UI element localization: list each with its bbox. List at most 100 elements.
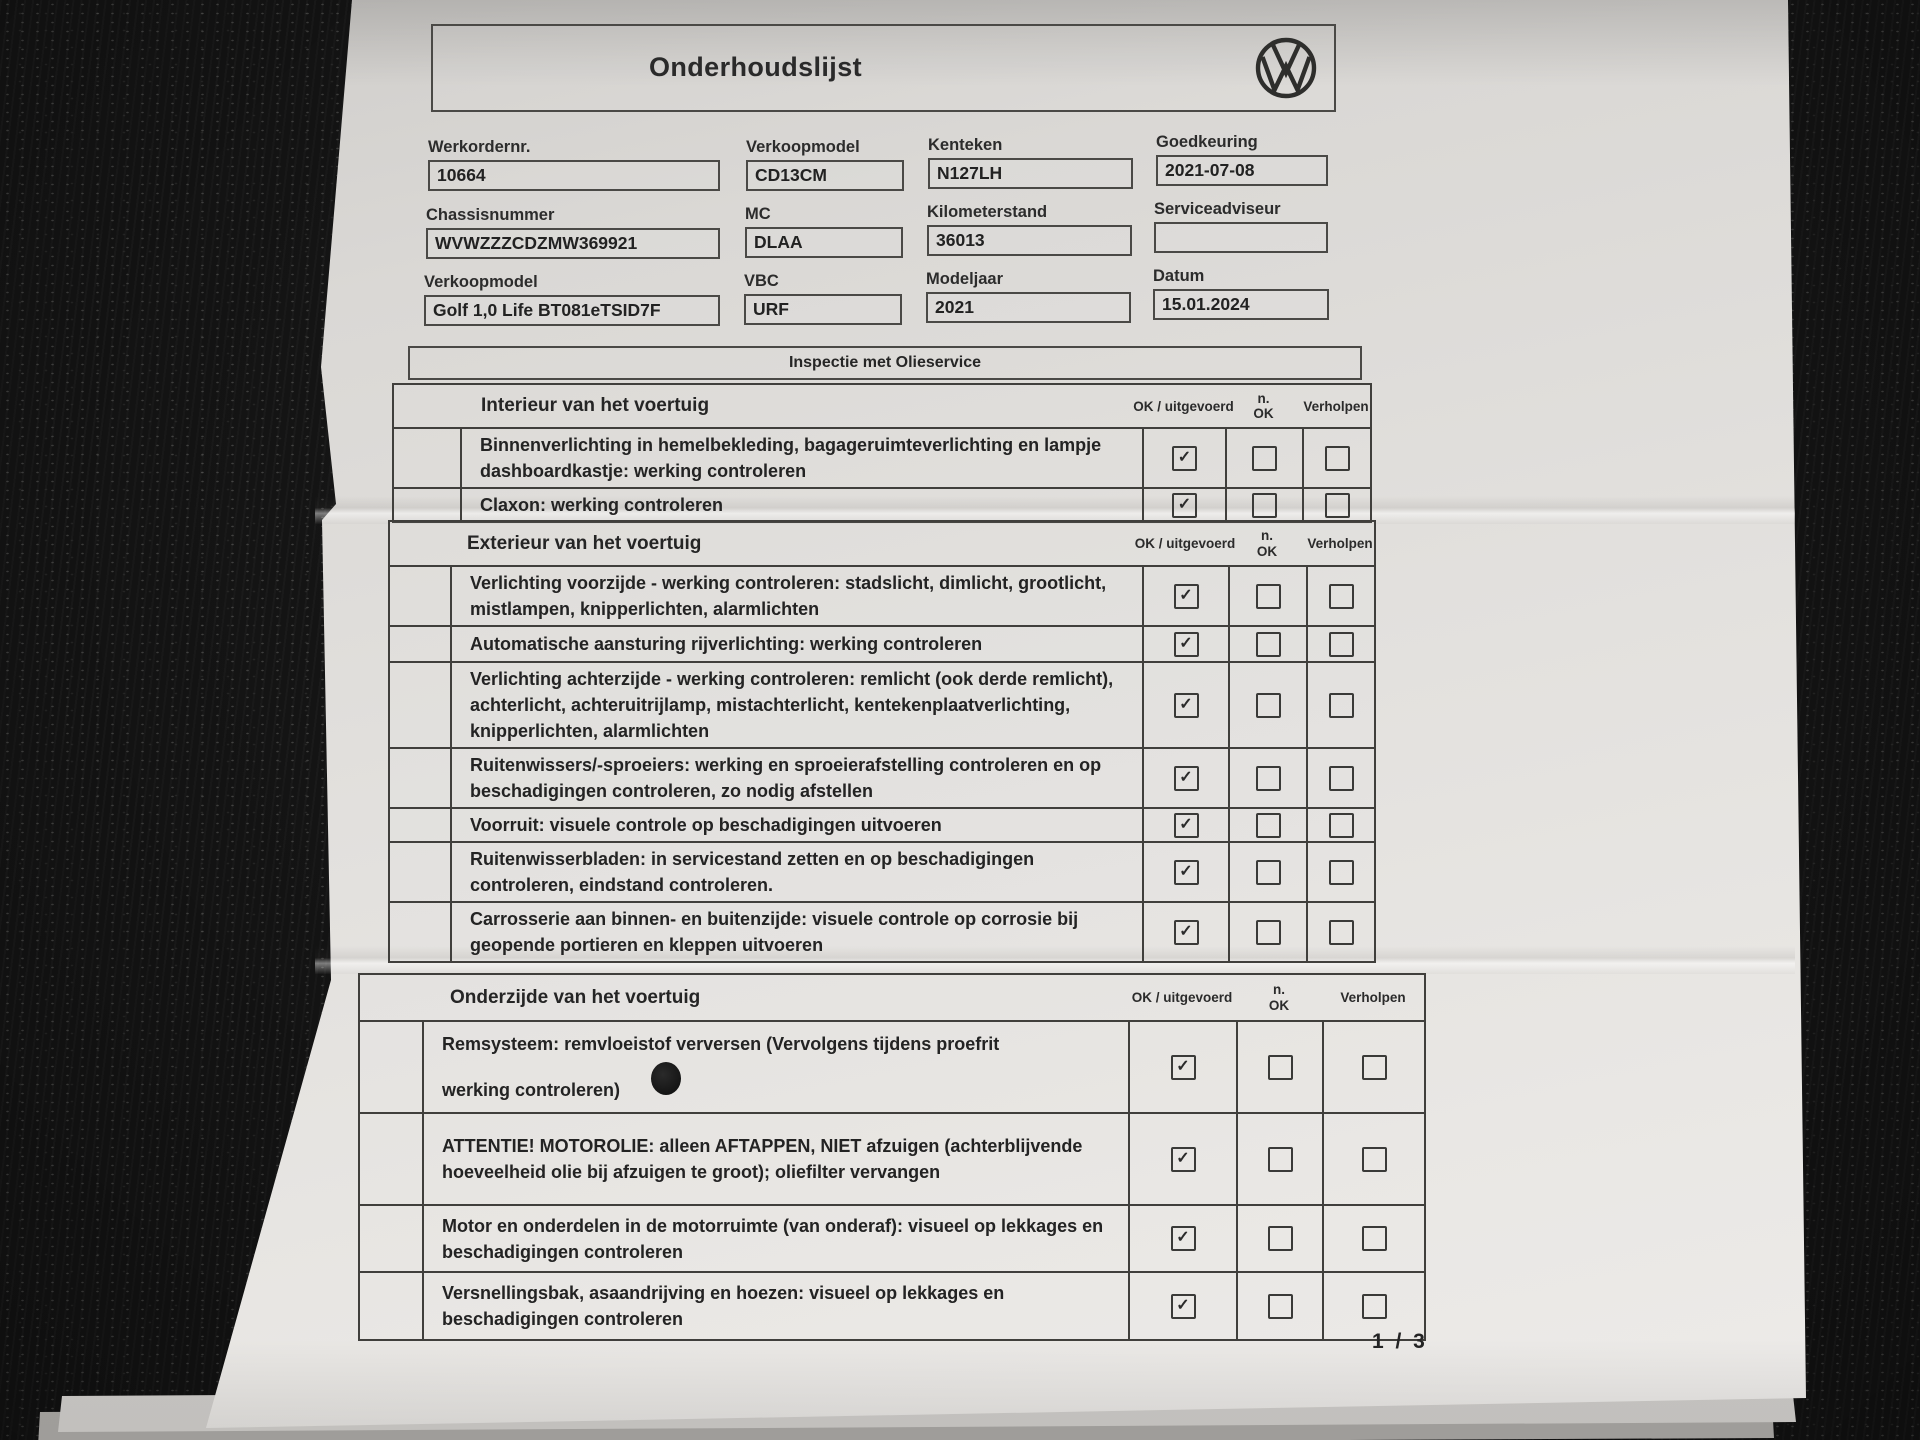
row-margin-cell [390, 749, 450, 807]
row-description: Automatische aansturing rijverlichting: … [450, 627, 1142, 661]
section-title: Interieur van het voertuig [481, 395, 710, 416]
checkbox-ok: ✓ [1173, 631, 1199, 657]
field-value: N127LH [937, 163, 1003, 183]
checkbox-verholpen [1361, 1146, 1387, 1172]
checkbox-ok: ✓ [1173, 583, 1199, 609]
checkbox-nok [1255, 859, 1281, 885]
checkbox-ok: ✓ [1173, 919, 1199, 945]
field-kenteken: Kenteken N127LH [928, 136, 1133, 189]
field-value-box: Golf 1,0 Life BT081eTSID7F [424, 295, 720, 326]
column-header-verholpen: Verholpen [1307, 536, 1373, 551]
row-description: Claxon: werking controleren [460, 489, 1142, 521]
field-value-box: 36013 [927, 225, 1132, 256]
checkbox-ok: ✓ [1172, 445, 1197, 471]
field-label: Datum [1153, 267, 1205, 285]
checkbox-ok: ✓ [1170, 1054, 1196, 1080]
field-kilometerstand: Kilometerstand 36013 [927, 203, 1132, 256]
field-value-box: 2021 [926, 292, 1131, 323]
checkbox-verholpen [1328, 631, 1354, 657]
section-header: Onderzijde van het voertuig OK / uitgevo… [360, 975, 1424, 1022]
row-description: ATTENTIE! MOTOROLIE: alleen AFTAPPEN, NI… [422, 1114, 1128, 1204]
checkbox-nok [1267, 1054, 1293, 1080]
checklist-row: Binnenverlichting in hemelbekleding, bag… [394, 429, 1370, 487]
section-onderzijde: Onderzijde van het voertuig OK / uitgevo… [358, 973, 1426, 1341]
column-header-ok: OK / uitgevoerd [1131, 990, 1233, 1005]
checkbox-verholpen [1328, 765, 1354, 791]
checklist-row: Verlichting voorzijde - werking controle… [390, 567, 1374, 625]
field-value: DLAA [754, 232, 803, 252]
field-value-box: CD13CM [746, 160, 904, 191]
field-value-box: WVWZZZCDZMW369921 [426, 228, 720, 259]
field-value: 15.01.2024 [1162, 294, 1250, 314]
field-label: Kenteken [928, 136, 1003, 154]
field-label: VBC [744, 272, 779, 290]
field-label: MC [745, 205, 771, 223]
checkbox-verholpen [1324, 445, 1350, 471]
field-werkordernr: Werkordernr. 10664 [428, 138, 720, 191]
section-header: Exterieur van het voertuig OK / uitgevoe… [390, 522, 1374, 567]
field-value: WVWZZZCDZMW369921 [435, 233, 638, 253]
column-header-ok: OK / uitgevoerd [1134, 536, 1236, 551]
row-description: Voorruit: visuele controle op beschadigi… [450, 809, 1142, 841]
field-label: Serviceadviseur [1154, 200, 1281, 218]
row-description: Ruitenwisserbladen: in servicestand zett… [450, 843, 1142, 901]
field-value: 36013 [936, 230, 985, 250]
section-header: Interieur van het voertuig OK / uitgevoe… [394, 385, 1370, 429]
checklist-row: Carrosserie aan binnen- en buitenzijde: … [390, 901, 1374, 961]
field-modeljaar: Modeljaar 2021 [926, 270, 1131, 323]
checkbox-nok [1255, 812, 1281, 838]
field-value: CD13CM [755, 165, 827, 185]
field-verkoopmodel-naam: Verkoopmodel Golf 1,0 Life BT081eTSID7F [424, 273, 720, 326]
checkbox-nok [1267, 1293, 1293, 1319]
section-interieur: Interieur van het voertuig OK / uitgevoe… [392, 383, 1372, 523]
checklist-row: Automatische aansturing rijverlichting: … [390, 625, 1374, 661]
row-description: Binnenverlichting in hemelbekleding, bag… [460, 429, 1142, 487]
row-description: Carrosserie aan binnen- en buitenzijde: … [450, 903, 1142, 961]
checkbox-nok [1255, 631, 1281, 657]
field-label: Kilometerstand [927, 203, 1048, 221]
checkbox-verholpen [1361, 1054, 1387, 1080]
row-description: Verlichting voorzijde - werking controle… [450, 567, 1142, 625]
column-header-verholpen: Verholpen [1340, 990, 1406, 1005]
field-goedkeuring: Goedkeuring 2021-07-08 [1156, 133, 1328, 186]
checkbox-ok: ✓ [1173, 692, 1199, 718]
section-title: Onderzijde van het voertuig [450, 986, 701, 1008]
checklist-row: ATTENTIE! MOTOROLIE: alleen AFTAPPEN, NI… [360, 1112, 1424, 1204]
field-value-box: 2021-07-08 [1156, 155, 1328, 186]
hole-punch-dot [651, 1062, 681, 1095]
row-description: Remsysteem: remvloeistof verversen (Verv… [422, 1022, 1128, 1112]
checkbox-verholpen [1328, 692, 1354, 718]
row-margin-cell [390, 663, 450, 747]
field-label: Goedkeuring [1156, 133, 1258, 151]
row-margin-cell [390, 903, 450, 961]
column-header-verholpen: Verholpen [1303, 398, 1369, 414]
field-label: Werkordernr. [428, 138, 531, 156]
field-label: Modeljaar [926, 270, 1004, 288]
checkbox-nok [1255, 919, 1281, 945]
field-value: URF [753, 299, 789, 319]
field-value: 2021-07-08 [1165, 160, 1255, 180]
checkbox-verholpen [1328, 583, 1354, 609]
section-title: Exterieur van het voertuig [467, 532, 702, 554]
field-value: 2021 [935, 297, 974, 317]
field-serviceadviseur: Serviceadviseur [1154, 200, 1328, 253]
section-exterieur: Exterieur van het voertuig OK / uitgevoe… [388, 520, 1376, 963]
checkbox-verholpen [1361, 1293, 1387, 1319]
field-value-box: 10664 [428, 160, 720, 191]
field-verkoopmodel-code: Verkoopmodel CD13CM [746, 138, 904, 191]
checkbox-ok: ✓ [1170, 1226, 1196, 1251]
row-margin-cell [360, 1114, 422, 1204]
field-label: Chassisnummer [426, 206, 555, 224]
field-value-box: DLAA [745, 227, 903, 258]
column-header-nok: n. OK [1268, 982, 1290, 1013]
checkbox-nok [1267, 1146, 1293, 1172]
checkbox-ok: ✓ [1173, 765, 1199, 791]
field-value-box: URF [744, 294, 902, 325]
checkbox-ok: ✓ [1173, 859, 1199, 885]
row-description: Versnellingsbak, asaandrijving en hoezen… [422, 1273, 1128, 1339]
column-header-nok: n. OK [1253, 390, 1274, 421]
row-margin-cell [394, 429, 460, 487]
field-vbc: VBC URF [744, 272, 902, 325]
row-margin-cell [360, 1206, 422, 1271]
checkbox-nok [1267, 1226, 1293, 1251]
